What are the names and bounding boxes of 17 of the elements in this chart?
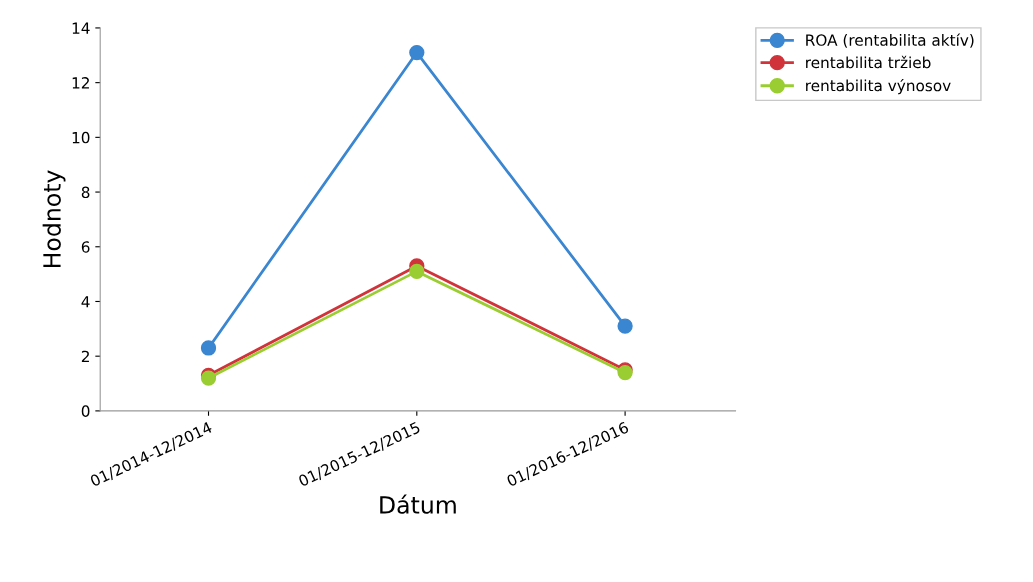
legend-label: rentabilita výnosov	[806, 78, 951, 95]
y-tick-label: 12	[72, 77, 89, 89]
legend-label: rentabilita tržieb	[806, 55, 931, 69]
y-tick-label: 6	[81, 241, 90, 253]
y-tick-label: 4	[81, 296, 90, 308]
point	[617, 318, 633, 334]
y-tick-label: 0	[81, 405, 90, 417]
point	[409, 263, 425, 280]
legend-label: ROA (rentabilita aktív)	[806, 33, 974, 48]
point	[200, 340, 217, 356]
y-tick-label: 2	[81, 350, 89, 362]
y-tick-label: 14	[72, 22, 90, 34]
point	[409, 44, 425, 61]
y-axis-title: Hodnoty	[42, 170, 66, 268]
y-tick-label: 10	[72, 131, 90, 144]
x-axis-title: Dátum	[380, 494, 456, 514]
y-tick-label: 8	[81, 186, 90, 199]
